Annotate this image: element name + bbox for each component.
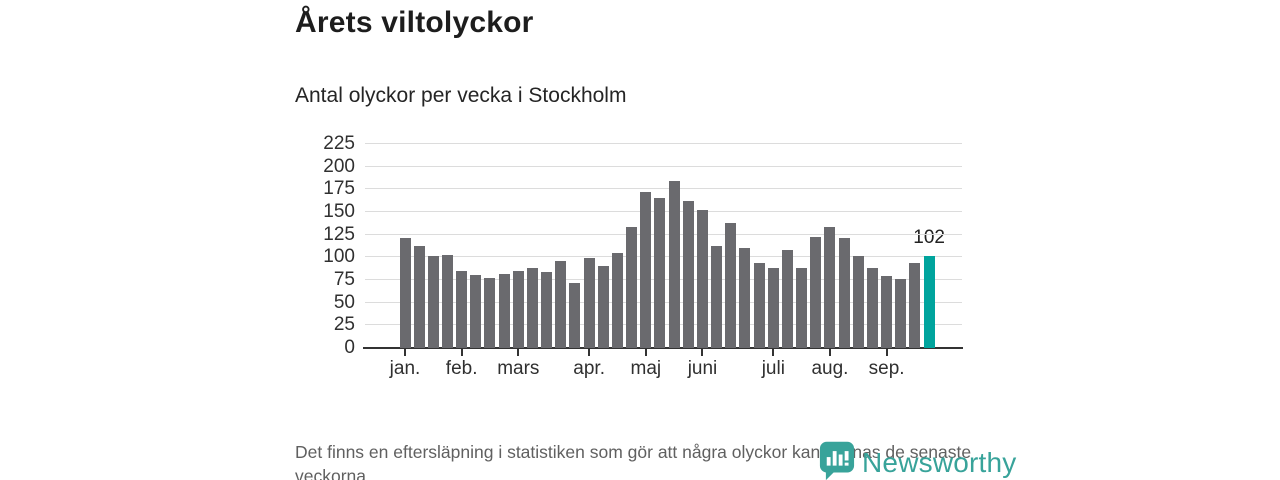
bar [696,210,708,348]
month-label: sep. [868,358,905,379]
month-label: aug. [811,358,849,379]
y-axis-tick-label: 225 [323,133,355,154]
y-axis-tick-label: 150 [323,201,355,222]
bar [441,254,453,348]
month-label: juni [687,358,718,379]
month-label: feb. [445,358,478,379]
bar [668,181,680,348]
bar [796,268,808,348]
gridline [365,143,962,144]
bar [569,282,581,348]
highlight-value-label: 102 [913,226,945,248]
bar [399,238,411,348]
y-axis-tick-label: 100 [323,246,355,268]
x-axis-tick [885,349,888,356]
month-label: apr. [573,358,605,379]
bar [413,245,425,348]
x-axis-tick [517,349,520,356]
bar [611,252,623,348]
bar [498,273,510,348]
bar [725,222,737,348]
x-axis-tick [404,349,406,356]
y-axis-tick-label: 25 [333,314,355,336]
y-axis-tick-label: 200 [323,155,355,177]
x-axis-tick [701,349,704,356]
x-axis-line [363,347,963,349]
bar [555,260,567,348]
newsworthy-pin-barchart-icon [818,440,856,480]
x-axis-tick [828,349,831,356]
bar [654,197,666,348]
bar [810,237,822,348]
bar [640,192,652,348]
bar [470,274,482,348]
y-axis-tick-label: 50 [333,291,355,313]
x-axis-tick [644,349,647,356]
footer-note: Det finns en eftersläpning i statistiken… [295,442,972,480]
bar [781,250,793,348]
bar [541,271,553,348]
y-axis-tick-label: 125 [323,223,355,245]
x-axis-tick [460,349,463,356]
x-axis-tick [772,349,775,356]
bar [682,201,694,348]
newsworthy-logo[interactable]: Newsworthy [818,440,1016,480]
bar [866,268,878,348]
bar [626,227,638,348]
bar [838,238,850,348]
gridline [365,165,962,167]
y-axis-tick-label: 0 [344,337,355,358]
month-label: mars [497,358,540,379]
bar [427,256,439,348]
plot-area: 102 0 25 50 75 100 125 150 175 200 225 jan. feb. mar… [323,133,963,379]
y-axis-tick-label: 175 [323,178,355,200]
bar [909,262,921,348]
bar [597,265,609,348]
bar [484,278,496,348]
y-axis-tick-label: 75 [333,269,355,290]
bar [767,268,779,348]
bar [753,262,765,348]
month-label: juli [761,358,785,379]
newsworthy-wordmark: Newsworthy [862,447,1017,478]
bar [824,227,836,348]
chart-title: Årets viltolyckor [295,6,534,39]
month-label: jan. [389,358,421,379]
chart-subtitle: Antal olyckor per vecka i Stockholm [295,84,627,107]
bar [852,255,864,348]
highlighted-bar [923,255,935,348]
month-label: maj [630,358,662,379]
bar [881,276,893,348]
bar [512,270,524,348]
bar [583,258,595,348]
bar [526,268,538,348]
x-axis-tick [588,349,591,356]
bar [456,270,468,348]
bar [739,248,751,348]
gridline [365,188,962,190]
bar [895,279,907,348]
bar [711,245,723,348]
